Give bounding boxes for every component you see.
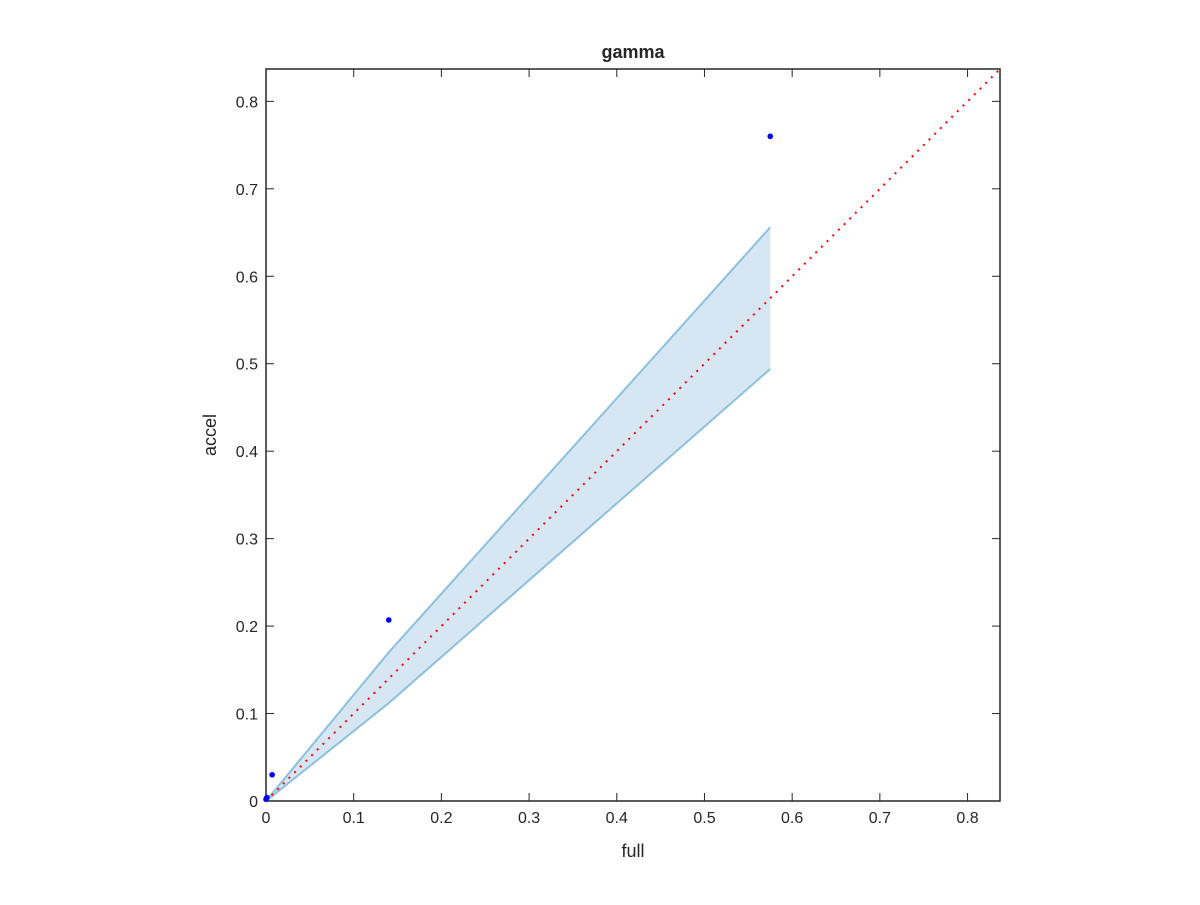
x-tick-label: 0.7 — [869, 810, 891, 827]
chart-title: gamma — [601, 42, 665, 62]
plot-area: 0 0.1 0.2 0.3 0.4 0.5 0.6 0.7 0.8 0 0.1 0.2 0.3 0.4 0.… — [236, 68, 1001, 827]
band-upper-edge — [265, 226, 771, 802]
data-point — [767, 133, 774, 140]
y-tick-label: 0.7 — [236, 182, 258, 199]
data-point — [264, 794, 270, 801]
y-tick-label: 0.2 — [236, 619, 258, 636]
x-axis-label: full — [621, 841, 644, 861]
x-tick-label: 0 — [262, 810, 271, 827]
x-tick-label: 0.4 — [606, 810, 628, 827]
y-tick-label: 0.6 — [236, 269, 258, 286]
data-point — [385, 617, 392, 623]
x-tick-label: 0.6 — [781, 810, 803, 827]
x-tick-label: 0.1 — [343, 810, 365, 827]
y-tick-label: 0.5 — [236, 357, 258, 374]
y-tick-label: 0.1 — [236, 707, 258, 724]
y-tick-label: 0.8 — [236, 94, 258, 111]
x-tick-label: 0.3 — [518, 810, 540, 827]
band-lower-edge — [265, 368, 771, 802]
y-axis-label: accel — [200, 414, 220, 456]
x-tick-label: 0.5 — [693, 810, 715, 827]
y-tick-label: 0 — [249, 794, 258, 811]
y-tick-label: 0.4 — [236, 444, 258, 461]
y-tick-label: 0.3 — [236, 532, 258, 549]
data-point — [269, 771, 275, 778]
x-tick-label: 0.2 — [430, 810, 452, 827]
x-tick-label: 0.8 — [956, 810, 978, 827]
confidence-band — [266, 227, 771, 802]
axes-box — [265, 68, 1001, 802]
